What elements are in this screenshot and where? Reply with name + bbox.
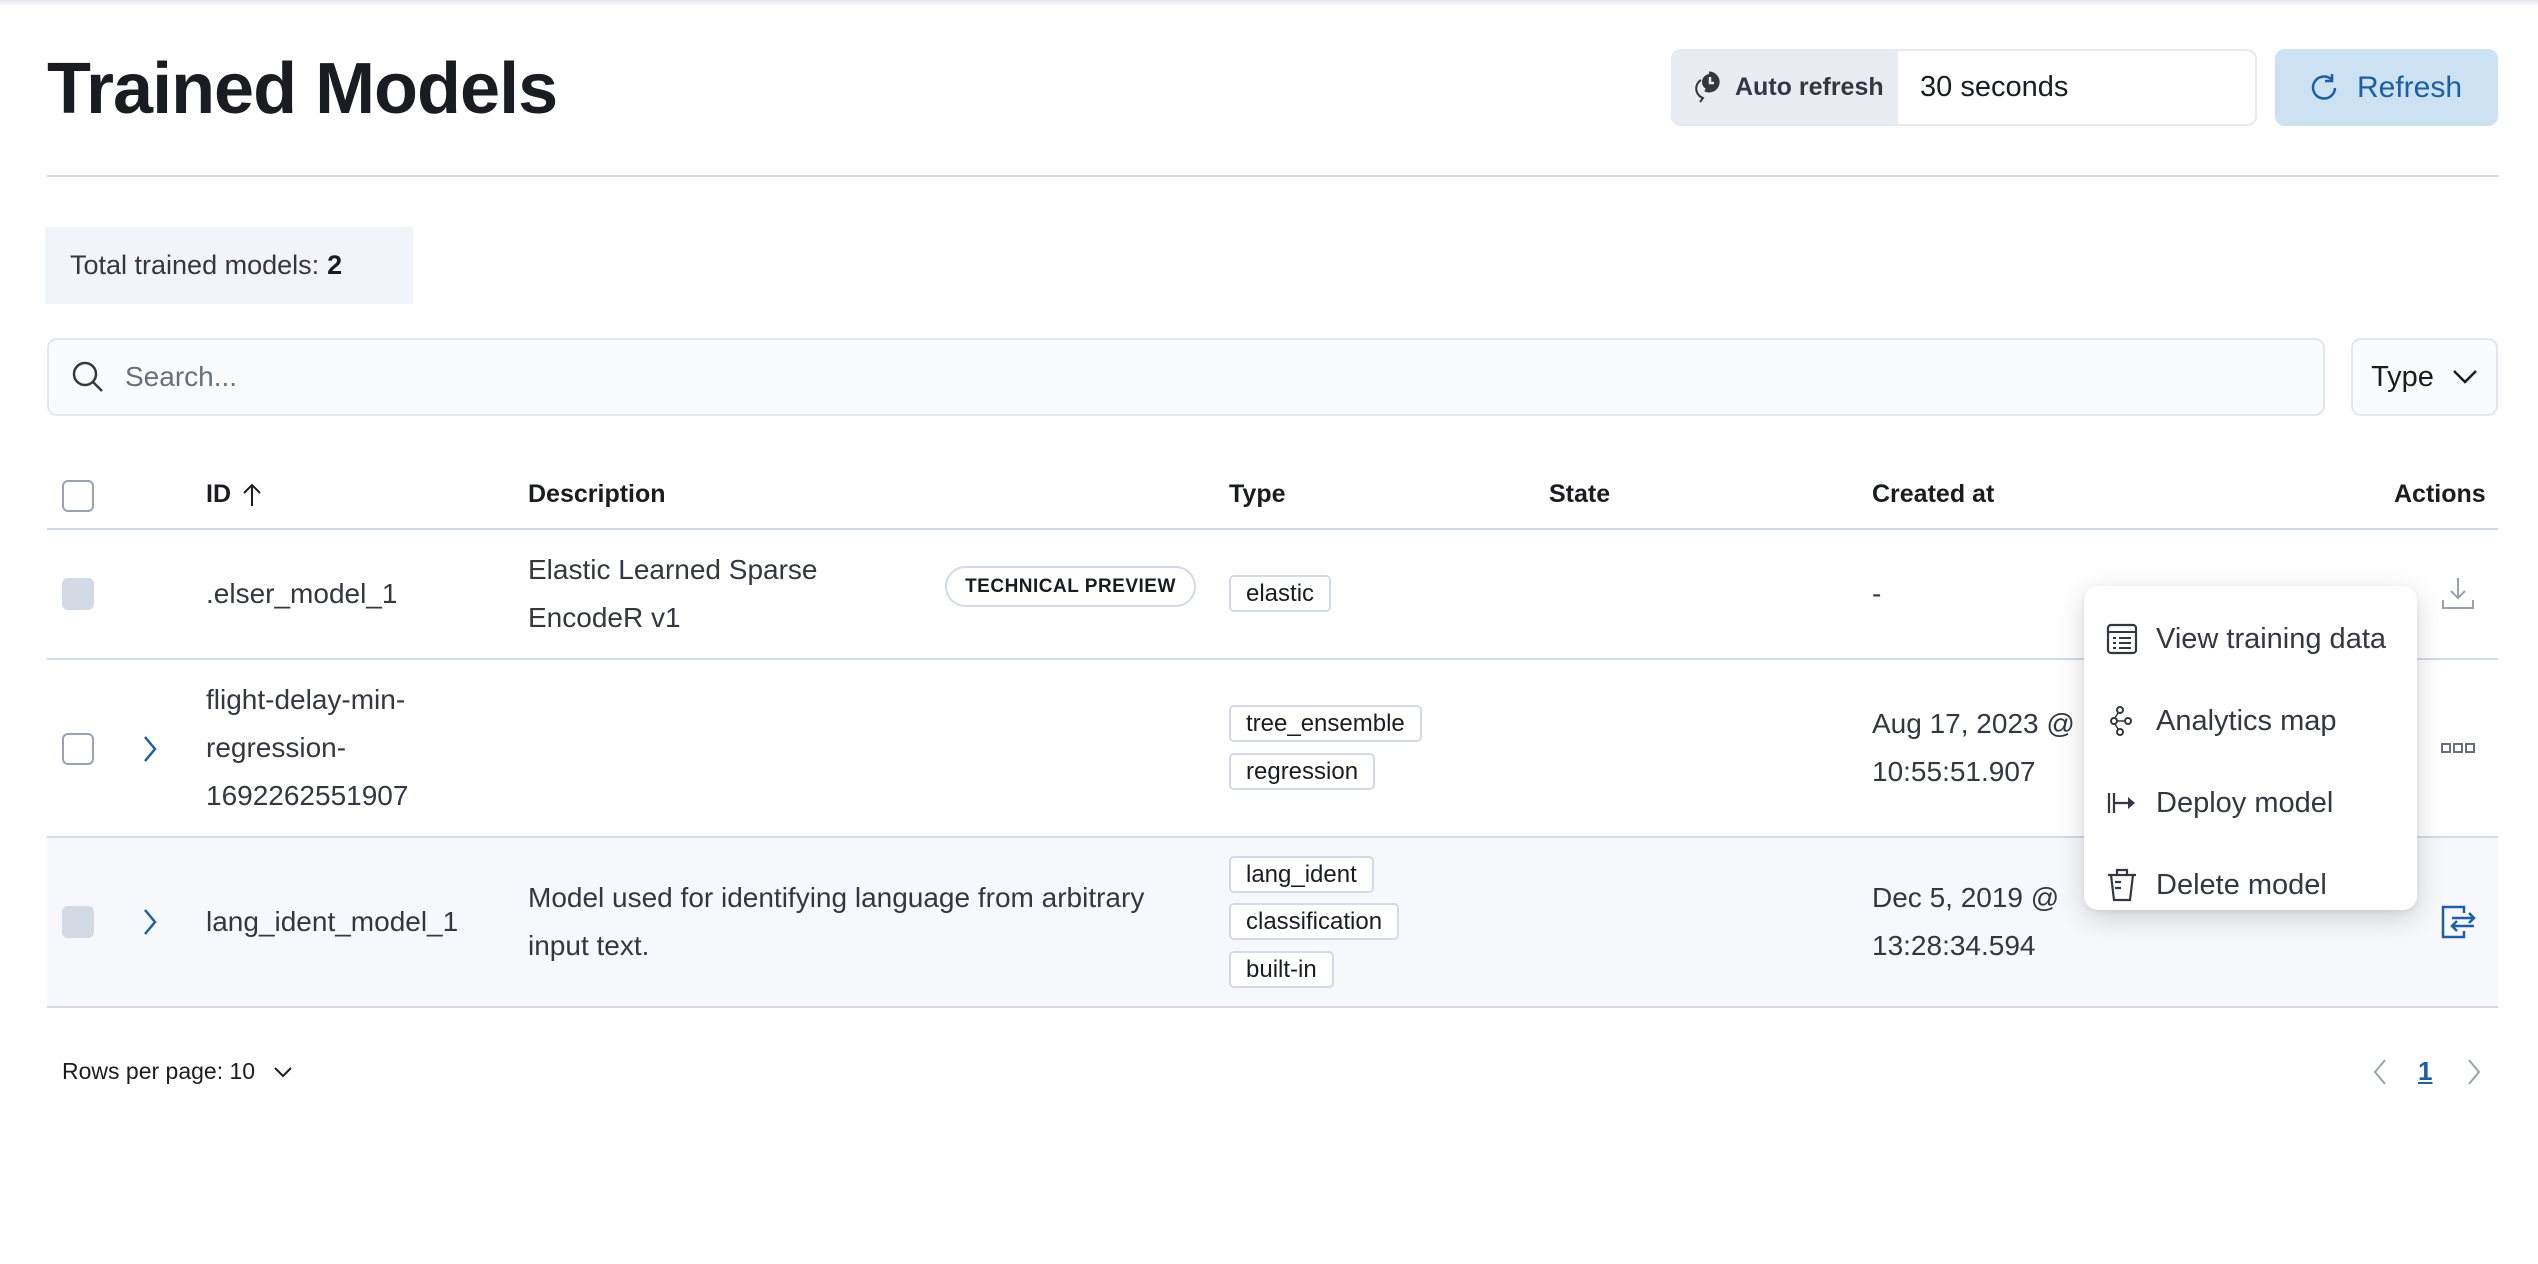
table-icon (2106, 623, 2138, 655)
created-line: Aug 17, 2023 @ (1872, 708, 2075, 739)
row-divider (47, 836, 2498, 838)
description-line: input text. (528, 930, 650, 961)
search-placeholder: Search... (125, 361, 238, 392)
type-badge: elastic (1229, 575, 1332, 612)
type-badge: tree_ensemble (1229, 705, 1422, 742)
type-badge: classification (1229, 903, 1400, 940)
total-label: Total trained models: (70, 250, 320, 280)
model-id: .elser_model_1 (206, 578, 398, 609)
menu-item-label: Delete model (2156, 868, 2327, 901)
row-checkbox[interactable] (62, 733, 94, 765)
column-header-state[interactable]: State (1549, 480, 1611, 508)
model-description: Model used for identifying language from… (528, 874, 1144, 970)
expand-row-chevron-icon[interactable] (142, 734, 158, 764)
type-filter-label: Type (2371, 360, 2434, 393)
row-checkbox (62, 906, 94, 938)
test-model-icon[interactable] (2440, 905, 2476, 939)
menu-item-label: Deploy model (2156, 786, 2334, 819)
created-line: 13:28:34.594 (1872, 930, 2036, 961)
menu-item-label: Analytics map (2156, 704, 2337, 737)
select-all-checkbox[interactable] (62, 480, 94, 512)
more-actions-icon[interactable] (2441, 742, 2475, 756)
rows-per-page-button[interactable]: Rows per page: 10 (62, 1058, 293, 1085)
created-at: Aug 17, 2023 @ 10:55:51.907 (1872, 700, 2075, 796)
menu-item-delete-model[interactable]: Delete model (2084, 844, 2417, 926)
type-badge: regression (1229, 753, 1376, 790)
column-header-id[interactable]: ID (206, 480, 263, 509)
menu-item-analytics-map[interactable]: Analytics map (2084, 680, 2417, 762)
menu-item-view-training-data[interactable]: View training data (2084, 598, 2417, 680)
created-line: Dec 5, 2019 @ (1872, 882, 2060, 913)
created-at: Dec 5, 2019 @ 13:28:34.594 (1872, 874, 2059, 970)
deploy-icon (2107, 793, 2135, 813)
created-line: 10:55:51.907 (1872, 756, 2036, 787)
column-header-type[interactable]: Type (1229, 480, 1286, 508)
technical-preview-badge: TECHNICAL PREVIEW (945, 566, 1196, 607)
rows-per-page-label: Rows per page: 10 (62, 1058, 256, 1084)
refresh-label: Refresh (2356, 70, 2463, 104)
auto-refresh-interval[interactable]: 30 seconds (1920, 71, 2069, 103)
id-header-label: ID (206, 480, 231, 508)
refresh-icon (2311, 73, 2337, 100)
chevron-down-icon (2453, 370, 2477, 384)
model-description: Elastic Learned Sparse EncodeR v1 (528, 546, 818, 642)
model-id: flight-delay-min- regression- 1692262551… (206, 676, 408, 820)
sort-ascending-icon (243, 483, 261, 506)
total-count: 2 (327, 250, 343, 280)
page-title: Trained Models (47, 49, 558, 129)
description-line: EncodeR v1 (528, 602, 681, 633)
download-icon[interactable] (2441, 576, 2475, 610)
search-icon (72, 361, 103, 392)
next-page-icon[interactable] (2466, 1058, 2482, 1086)
description-line: Model used for identifying language from… (528, 882, 1145, 913)
graph-icon (2110, 706, 2132, 736)
menu-item-label: View training data (2156, 622, 2387, 655)
column-header-actions: Actions (2394, 480, 2486, 508)
id-line: 1692262551907 (206, 780, 409, 811)
header-divider (47, 175, 2498, 177)
table-row: flight-delay-min- regression- 1692262551… (47, 660, 2498, 837)
description-line: Elastic Learned Sparse (528, 554, 818, 585)
chevron-down-icon (274, 1066, 292, 1077)
menu-item-deploy-model[interactable]: Deploy model (2084, 762, 2417, 844)
total-models-stat: Total trained models: 2 (45, 227, 413, 304)
actions-menu: View training data Analytics map Deploy … (2084, 586, 2417, 910)
auto-refresh-icon (1695, 70, 1720, 103)
id-line: flight-delay-min- (206, 684, 406, 715)
auto-refresh-text: Auto refresh (1735, 73, 1884, 101)
table-row: .elser_model_1 Elastic Learned Sparse En… (47, 530, 2498, 659)
top-shadow (0, 0, 2538, 6)
auto-refresh-label[interactable]: Auto refresh (1673, 51, 1898, 124)
type-filter-button[interactable]: Type (2351, 338, 2498, 416)
column-header-created-at[interactable]: Created at (1872, 480, 1995, 508)
type-badge: lang_ident (1229, 856, 1374, 893)
search-input[interactable]: Search... (47, 338, 2325, 416)
trash-icon (2108, 868, 2136, 902)
expand-row-chevron-icon[interactable] (142, 907, 158, 937)
type-badge: built-in (1229, 951, 1334, 988)
column-header-description[interactable]: Description (528, 480, 666, 508)
page-1-link[interactable]: 1 (2418, 1056, 2433, 1086)
id-line: regression- (206, 732, 347, 763)
previous-page-icon[interactable] (2372, 1058, 2388, 1086)
refresh-button[interactable]: Refresh (2275, 49, 2498, 126)
created-at: - (1872, 578, 1882, 609)
model-id: lang_ident_model_1 (206, 906, 459, 937)
row-divider (47, 658, 2498, 660)
auto-refresh-control[interactable]: Auto refresh 30 seconds (1671, 49, 2257, 126)
row-checkbox (62, 578, 94, 610)
row-divider (47, 1006, 2498, 1008)
header-divider-line (47, 528, 2498, 530)
